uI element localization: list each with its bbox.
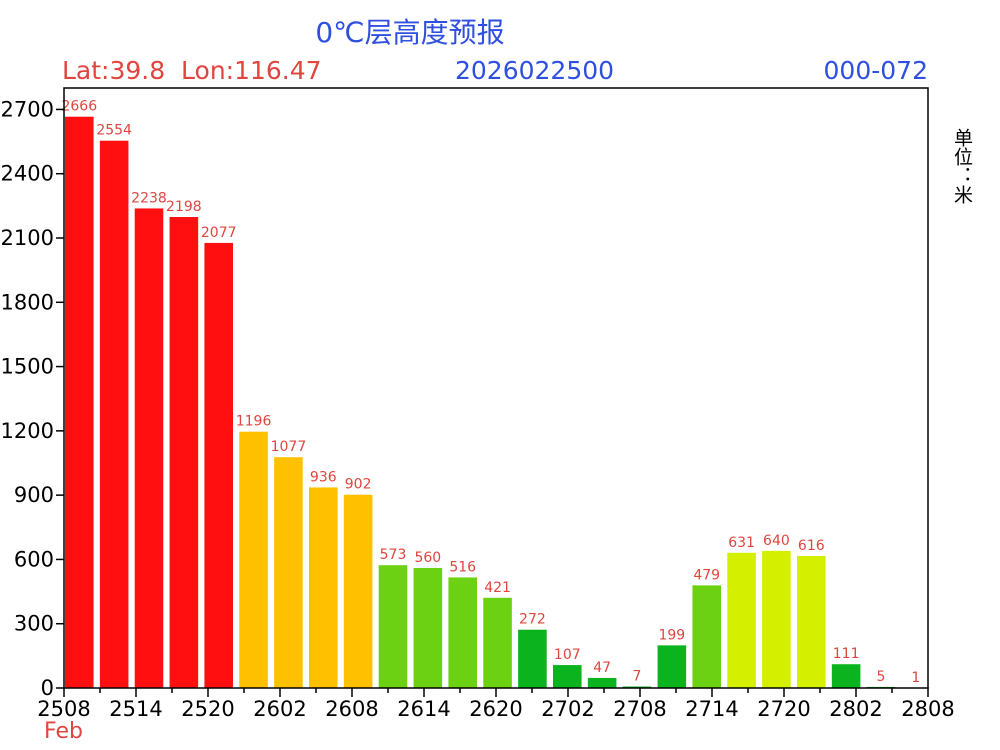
data-label: 1077 [271, 439, 307, 455]
data-label: 2198 [166, 199, 202, 215]
data-label: 199 [658, 627, 685, 643]
data-label: 516 [449, 559, 476, 575]
bar [134, 208, 164, 688]
y-tick-label: 2100 [1, 226, 54, 250]
x-tick-label: 2508 [37, 697, 90, 721]
y-axis: 0 300 600 900 1200 1500 1800 2100 2400 2700 [1, 97, 64, 700]
data-label: 936 [310, 469, 337, 485]
x-tick-label: 2802 [829, 697, 882, 721]
data-label: 616 [798, 538, 825, 554]
x-tick-label: 2708 [613, 697, 666, 721]
data-label: 421 [484, 580, 511, 596]
bar [204, 242, 234, 688]
data-label: 631 [728, 535, 755, 551]
x-tick-label: 2702 [541, 697, 594, 721]
bar [309, 487, 338, 688]
x-tick-label: 2608 [325, 697, 378, 721]
data-label: 111 [833, 646, 860, 662]
y-tick-label: 0 [41, 676, 54, 700]
y-tick-label: 2400 [1, 162, 54, 186]
y-tick-label: 1200 [1, 419, 54, 443]
x-tick-label: 2520 [181, 697, 234, 721]
bar [727, 552, 756, 688]
bar [65, 116, 94, 688]
bar [239, 431, 268, 688]
x-tick-label: 2602 [253, 697, 306, 721]
bar [518, 629, 547, 688]
bar [762, 550, 791, 688]
y-tick-label: 900 [14, 483, 54, 507]
location-label: Lat:39.8 Lon:116.47 [62, 56, 322, 85]
bar [831, 664, 861, 688]
x-tick-label: 2614 [397, 697, 450, 721]
data-label: 573 [380, 547, 407, 563]
data-label: 2666 [61, 99, 97, 115]
chart-title: 0℃层高度预报 [315, 16, 504, 49]
y-tick-label: 1800 [1, 290, 54, 314]
bar [274, 457, 303, 688]
init-time-label: 2026022500 [455, 56, 614, 85]
bar [587, 677, 617, 688]
bar [796, 556, 826, 688]
y-tick-label: 600 [14, 547, 54, 571]
bar [169, 217, 199, 688]
x-tick-label: 2714 [685, 697, 738, 721]
data-label: 1196 [236, 414, 272, 430]
y-tick-label: 1500 [1, 355, 54, 379]
data-label: 5 [877, 669, 886, 685]
bar [448, 577, 477, 688]
y-tick-label: 300 [14, 612, 54, 636]
data-label: 2077 [201, 225, 237, 241]
bar [378, 565, 408, 688]
forecast-range-label: 000-072 [824, 56, 928, 85]
y-tick-label: 2700 [1, 97, 54, 121]
bar [99, 140, 129, 688]
bar [483, 597, 512, 688]
month-label: Feb [44, 719, 83, 744]
data-label: 272 [519, 612, 546, 628]
data-label: 47 [593, 660, 611, 676]
data-label: 902 [345, 477, 372, 493]
data-label: 2554 [96, 123, 132, 139]
unit-label: 单位：米 [951, 128, 973, 204]
x-tick-label: 2514 [109, 697, 162, 721]
bar [343, 494, 373, 688]
data-label: 560 [414, 550, 441, 566]
bar [552, 665, 582, 688]
x-tick-label: 2620 [469, 697, 522, 721]
data-label: 640 [763, 533, 790, 549]
x-axis: 2508 2514 2520 2602 2608 2614 2620 2702 2708 2714… [37, 688, 955, 721]
data-label: 7 [633, 669, 642, 685]
data-label: 1 [911, 670, 920, 686]
x-tick-label: 2808 [901, 697, 954, 721]
bar [657, 645, 687, 688]
data-label: 2238 [131, 190, 167, 206]
data-label: 479 [693, 567, 720, 583]
data-label: 107 [554, 647, 581, 663]
bar [692, 585, 721, 688]
x-tick-label: 2720 [757, 697, 810, 721]
bar [413, 568, 443, 688]
bars-group [65, 116, 931, 688]
